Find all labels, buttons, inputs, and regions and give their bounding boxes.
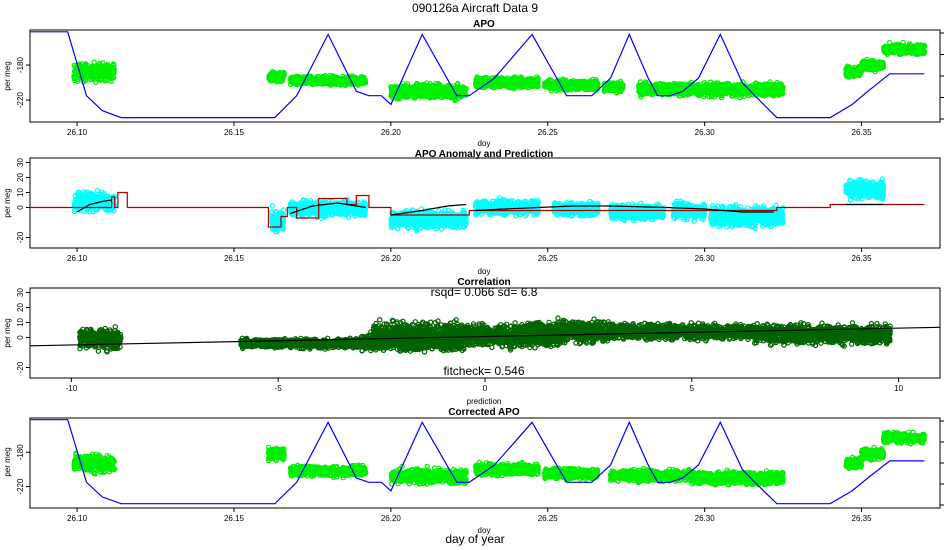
- x-tick-label: 26.35: [852, 128, 873, 137]
- data-point: [98, 75, 105, 82]
- data-point: [95, 64, 102, 70]
- data-point: [74, 76, 81, 83]
- x-axis-label: doy: [478, 139, 491, 148]
- data-point: [269, 203, 275, 209]
- data-point: [90, 75, 97, 82]
- x-tick-label: 26.25: [538, 128, 559, 137]
- bottom-label: day of year: [445, 532, 504, 546]
- annotation-rsqd: rsqd= 0.066 sd= 6.8: [431, 285, 538, 299]
- panel-title: APO Anomaly and Prediction: [415, 149, 554, 160]
- x-tick-label: 26.35: [852, 254, 873, 263]
- main-title: 090126a Aircraft Data 9: [412, 1, 538, 15]
- data-point: [110, 74, 117, 81]
- panel-apo-anomaly: APO Anomaly and Prediction doy per meg: [3, 149, 553, 276]
- scatter-points: [71, 176, 887, 235]
- data-point: [98, 69, 104, 75]
- y-axis-label: per meg: [3, 61, 12, 90]
- data-point: [94, 187, 101, 194]
- data-point: [108, 65, 115, 71]
- data-point: [83, 68, 89, 74]
- x-tick-label: 26.10: [67, 254, 88, 263]
- plot-area-1: 26.10 26.15 26.20 26.25 26.30 26.35 -220 -180: [16, 29, 944, 137]
- data-point: [81, 75, 88, 81]
- data-point: [72, 77, 78, 84]
- y-axis-label: per meg: [3, 447, 12, 476]
- y-axis-label: per meg: [3, 188, 12, 217]
- panel-title: Corrected APO: [448, 407, 520, 418]
- data-point: [71, 75, 78, 82]
- panel-apo: APO doy per meg: [3, 19, 495, 148]
- plot-area-2: 26.10 26.15 26.20 26.25 26.30 26.35 -20 0 10 20 30: [16, 157, 941, 263]
- y-tick-label: 10: [16, 188, 25, 197]
- x-axis-label: doy: [478, 526, 491, 535]
- y-tick-label: -220: [16, 92, 25, 109]
- data-point: [108, 78, 114, 85]
- data-point: [71, 62, 78, 69]
- x-tick-label: 26.30: [695, 254, 716, 263]
- x-axis-label: prediction: [467, 397, 502, 406]
- data-point: [98, 72, 105, 79]
- panel-title: Correlation: [457, 277, 510, 288]
- y-axis-label: per meg: [3, 318, 12, 347]
- data-point: [86, 71, 92, 78]
- x-tick-label: 26.10: [67, 128, 88, 137]
- x-tick-label: 26.20: [381, 128, 402, 137]
- scatter-points: [71, 39, 928, 104]
- panel-title: APO: [473, 19, 495, 30]
- y-tick-label: -20: [16, 231, 25, 243]
- data-point: [89, 63, 95, 70]
- panel-corrected-apo: Corrected APO doy per meg: [3, 407, 520, 535]
- y-tick-label: 0: [16, 205, 25, 210]
- data-point: [104, 74, 111, 80]
- y-tick-label: -180: [16, 56, 25, 73]
- annotation-fitcheck: fitcheck= 0.546: [443, 364, 524, 378]
- x-tick-label: 26.20: [381, 254, 402, 263]
- data-point: [886, 39, 893, 46]
- y-tick-label: 20: [16, 173, 25, 182]
- y-tick-label: 30: [16, 158, 25, 167]
- x-tick-label: 26.30: [695, 128, 716, 137]
- x-tick-label: 26.15: [224, 254, 245, 263]
- x-tick-label: 26.15: [224, 128, 245, 137]
- x-axis-label: doy: [478, 267, 491, 276]
- x-tick-label: 26.25: [538, 254, 559, 263]
- data-point: [93, 75, 100, 82]
- data-point: [103, 63, 110, 70]
